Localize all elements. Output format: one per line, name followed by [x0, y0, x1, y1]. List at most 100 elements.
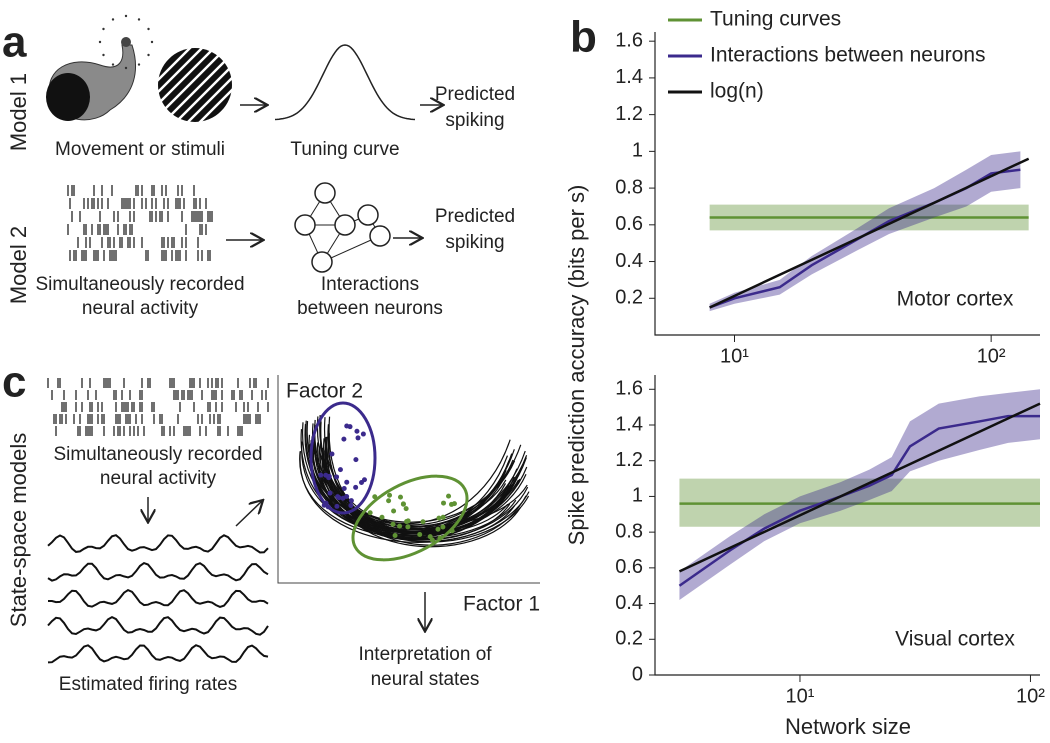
legend-label: Tuning curves — [710, 8, 841, 31]
row-label: Model 2 — [6, 226, 31, 304]
y-tick-label: 0.6 — [615, 556, 643, 578]
state-point — [390, 521, 396, 527]
state-point — [379, 514, 385, 520]
trajectory — [312, 423, 516, 523]
dot — [124, 14, 128, 18]
state-point — [327, 490, 333, 496]
state-point — [372, 494, 378, 500]
y-tick-label: 1.4 — [615, 66, 643, 88]
dot — [147, 53, 150, 57]
state-point — [449, 528, 455, 534]
y-tick-label: 1 — [632, 140, 643, 162]
axis — [654, 32, 1040, 336]
trajectory — [311, 436, 521, 534]
panel-label: a — [2, 18, 27, 67]
trace — [47, 615, 269, 636]
caption: Simultaneously recorded — [53, 444, 262, 465]
caption: Simultaneously recorded — [35, 274, 244, 295]
state-point — [329, 451, 335, 457]
y-tick-label: 0 — [632, 663, 643, 685]
trajectory — [324, 417, 511, 525]
y-tick-label: 1.2 — [615, 103, 643, 125]
state-point — [353, 484, 359, 490]
error-band — [709, 151, 1021, 312]
line — [678, 414, 1040, 587]
x-tick-label: 10¹ — [720, 345, 749, 367]
legend-label: log(n) — [710, 80, 764, 103]
line — [678, 402, 1041, 573]
state-point — [355, 435, 361, 441]
x-axis-label: Network size — [785, 714, 911, 739]
x-tick-label: 10¹ — [786, 685, 815, 707]
state-point — [400, 501, 406, 507]
state-point — [335, 494, 341, 500]
dot — [111, 18, 115, 21]
state-point — [344, 479, 350, 485]
dot — [102, 27, 105, 31]
stripe — [190, 48, 232, 122]
y-tick-label: 0.2 — [615, 287, 643, 309]
stripe — [178, 48, 232, 122]
node — [357, 204, 379, 226]
annotation: Motor cortex — [897, 288, 1014, 311]
stripe — [158, 48, 200, 122]
arrow — [235, 501, 262, 527]
state-point — [397, 494, 403, 500]
dot — [137, 63, 141, 66]
state-point — [451, 501, 457, 507]
y-tick-label: 0.8 — [615, 176, 643, 198]
state-ellipse — [351, 474, 469, 562]
trace — [48, 588, 269, 608]
row-label: State-space models — [6, 433, 31, 627]
state-point — [429, 537, 435, 543]
node — [369, 225, 391, 247]
state-point — [440, 524, 446, 530]
state-point — [344, 423, 350, 429]
state-point — [437, 535, 443, 541]
annotation: Visual cortex — [895, 628, 1015, 651]
stripe — [166, 48, 232, 122]
state-point — [321, 502, 327, 508]
caption: Predicted — [435, 84, 515, 105]
node — [314, 182, 336, 204]
trajectory — [326, 436, 527, 546]
y-axis-label: Spike prediction accuracy (bits per s) — [564, 185, 589, 546]
dot — [150, 40, 154, 44]
dot — [147, 27, 150, 31]
caption: neural activity — [100, 468, 217, 489]
trajectory — [321, 447, 509, 534]
node — [334, 214, 356, 236]
row-label: Model 1 — [6, 73, 31, 151]
state-point — [340, 495, 346, 501]
caption: spiking — [445, 232, 504, 253]
caption: Interpretation of — [358, 644, 492, 665]
state-point — [403, 506, 409, 512]
y-tick-label: 0.2 — [615, 628, 643, 650]
state-point — [334, 503, 340, 509]
caption: neural states — [371, 669, 480, 690]
trace — [47, 561, 269, 582]
y-tick-label: 1 — [632, 485, 643, 507]
y-tick-label: 0.4 — [615, 592, 643, 614]
state-point — [417, 532, 423, 538]
state-point — [405, 524, 411, 530]
factor-axes — [277, 375, 540, 584]
dot — [98, 40, 102, 44]
caption: spiking — [445, 110, 504, 131]
raster — [47, 378, 269, 436]
dot — [124, 66, 128, 70]
state-point — [359, 479, 365, 485]
axis-label: Factor 2 — [286, 380, 363, 403]
y-tick-label: 0.4 — [615, 250, 643, 272]
state-point — [326, 473, 332, 479]
state-point — [440, 514, 446, 520]
network-illustration — [294, 182, 391, 273]
caption: Movement or stimuli — [55, 139, 225, 160]
dot — [102, 53, 105, 57]
state-point — [337, 467, 343, 473]
panel-label: b — [570, 13, 597, 62]
state-point — [420, 519, 426, 525]
caption: neural activity — [82, 298, 199, 319]
caption: Tuning curve — [290, 139, 399, 160]
trajectory — [318, 446, 516, 542]
